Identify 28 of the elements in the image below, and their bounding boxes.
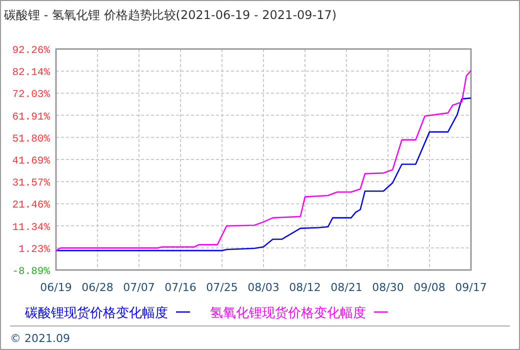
legend-label: 碳酸锂现货价格变化幅度 — [24, 305, 168, 321]
y-tick-label: 72.03% — [12, 89, 51, 102]
y-tick-label: 31.57% — [12, 178, 51, 190]
x-tick-label: 08/30 — [372, 281, 404, 294]
legend-label: 氢氧化锂现货价格变化幅度 — [210, 305, 366, 321]
x-tick-label: 06/19 — [40, 281, 72, 294]
x-tick-label: 07/07 — [123, 281, 155, 294]
x-tick-label: 09/17 — [455, 281, 487, 294]
y-tick-label: 61.91% — [12, 111, 51, 124]
y-tick-label: 82.14% — [12, 67, 51, 80]
x-tick-label: 06/28 — [82, 281, 114, 294]
x-tick-label: 08/03 — [248, 281, 280, 294]
x-tick-label: 07/16 — [164, 281, 196, 294]
x-tick-label: 08/12 — [289, 281, 321, 294]
y-tick-label: 1.23% — [18, 244, 51, 256]
y-tick-label: 21.46% — [12, 200, 51, 212]
y-tick-label: -8.89% — [12, 266, 51, 278]
line-series — [55, 70, 472, 252]
x-tick-label: 08/21 — [330, 281, 362, 294]
x-tick-label: 07/25 — [206, 281, 238, 294]
text: © 2021.09 — [10, 332, 70, 345]
line-series — [55, 97, 472, 252]
x-tick-label: 09/08 — [414, 281, 446, 294]
y-tick-label: 41.69% — [12, 155, 51, 168]
y-tick-label: 11.34% — [12, 222, 51, 234]
chart-title: 碳酸锂 - 氢氧化锂 价格趋势比较(2021-06-19 - 2021-09-17) — [3, 8, 337, 22]
y-tick-label: 51.80% — [12, 133, 51, 146]
y-tick-label: 92.26% — [12, 45, 51, 57]
